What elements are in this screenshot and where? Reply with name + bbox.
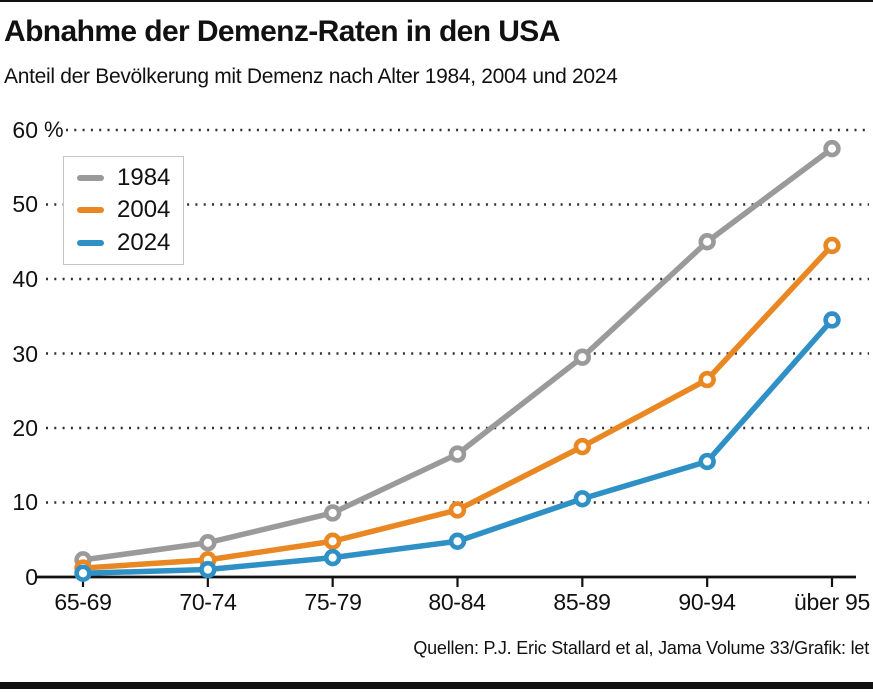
- series-line-1984: [80, 145, 835, 563]
- data-point-2004-80-84: [448, 501, 467, 519]
- y-axis-tick-label: 20: [12, 415, 38, 441]
- data-point-1984-80-84: [448, 445, 467, 463]
- data-point-2024-85-89: [573, 490, 592, 508]
- data-point-2004-65-69: [74, 559, 92, 577]
- data-point-1984-75-79: [323, 504, 342, 522]
- x-axis-tick-label: 70-74: [179, 589, 237, 615]
- legend-label: 2024: [117, 228, 171, 256]
- data-point-1984-70-74: [199, 534, 217, 552]
- x-axis-tick-label: 75-79: [304, 589, 362, 615]
- data-point-2024-75-79: [323, 548, 342, 567]
- y-axis-tick-label: 50: [12, 191, 38, 217]
- data-point-2024-65-69: [74, 564, 92, 582]
- data-point-2024-über 95: [823, 311, 841, 329]
- data-point-1984-65-69: [74, 551, 92, 569]
- data-point-2004-90-94: [698, 370, 716, 389]
- data-point-1984-90-94: [698, 233, 716, 251]
- data-point-1984-über 95: [823, 139, 841, 158]
- page-subtitle: Anteil der Bevölkerung mit Demenz nach A…: [4, 65, 618, 88]
- data-point-1984-85-89: [573, 348, 592, 366]
- x-axis-tick-label: über 95: [794, 589, 870, 615]
- series-line-2004: [80, 242, 835, 571]
- y-axis-tick-label: 40: [12, 266, 38, 292]
- y-axis-unit-label: %: [44, 117, 64, 142]
- data-point-2004-über 95: [823, 236, 841, 255]
- legend-swatch-2024: [77, 239, 104, 246]
- legend-swatch-1984: [77, 175, 104, 182]
- x-axis-tick-label: 80-84: [428, 589, 486, 615]
- legend-item-2004: 2004: [77, 197, 183, 223]
- data-point-2024-90-94: [698, 452, 716, 471]
- bottom-divider-rule: [0, 682, 873, 689]
- y-axis-tick-label: 0: [25, 564, 38, 590]
- data-point-2004-75-79: [323, 532, 342, 550]
- y-axis-tick-label: 10: [12, 489, 38, 515]
- legend-swatch-2004: [77, 207, 104, 214]
- x-axis-tick-label: 85-89: [553, 589, 611, 615]
- y-axis-tick-label: 30: [12, 341, 38, 367]
- y-axis-tick-label: 60: [12, 117, 38, 143]
- legend-item-1984: 1984: [77, 165, 183, 191]
- chart-legend: 1984 2004 2024: [63, 156, 184, 265]
- top-divider-rule: [0, 0, 873, 2]
- data-point-2024-70-74: [199, 560, 217, 579]
- data-point-2004-70-74: [199, 551, 217, 569]
- series-line-2024: [80, 317, 835, 577]
- x-axis-tick-label: 65-69: [54, 589, 112, 615]
- data-point-2004-85-89: [573, 437, 592, 456]
- source-credit: Quellen: P.J. Eric Stallard et al, Jama …: [413, 638, 869, 658]
- x-axis-tick-label: 90-94: [678, 589, 736, 615]
- legend-label: 2004: [117, 196, 171, 224]
- legend-label: 1984: [117, 164, 171, 192]
- legend-item-2024: 2024: [77, 228, 183, 256]
- page-title: Abnahme der Demenz-Raten in den USA: [4, 15, 560, 48]
- data-point-2024-80-84: [448, 532, 467, 550]
